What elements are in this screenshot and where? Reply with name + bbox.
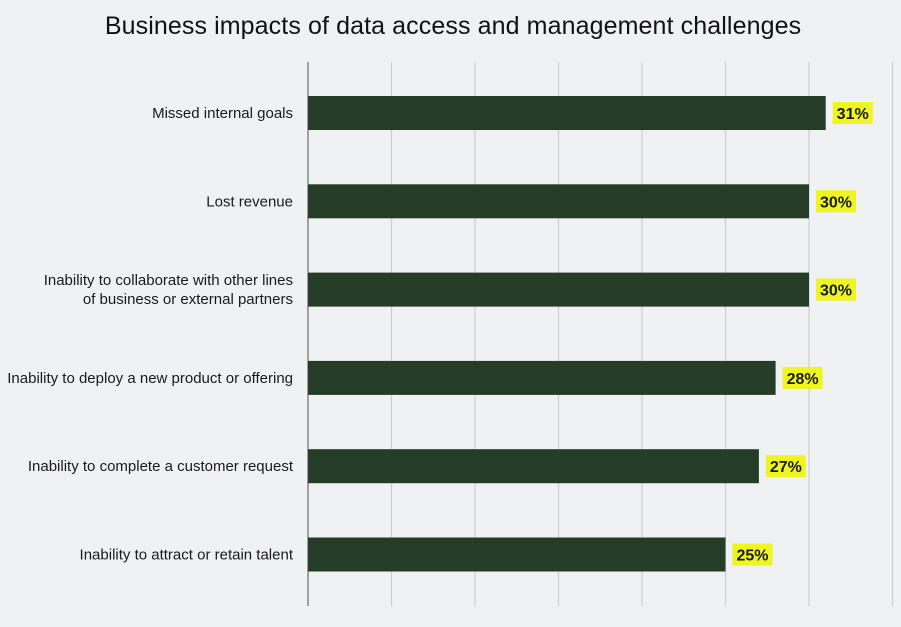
category-label-line: Inability to deploy a new product or off… [7, 370, 293, 387]
value-label: 25% [736, 548, 768, 565]
bar [308, 272, 809, 307]
value-label-highlight [832, 102, 873, 124]
value-label: 28% [787, 371, 819, 388]
value-label: 31% [837, 106, 869, 123]
category-label-line: Lost revenue [206, 193, 293, 210]
bar [308, 184, 809, 219]
value-label-highlight [816, 190, 856, 213]
category-label-line: Missed internal goals [152, 105, 293, 122]
bar [308, 537, 726, 572]
category-label-line: Inability to attract or retain talent [80, 547, 294, 564]
bar [308, 449, 759, 484]
category-label: Lost revenue [206, 193, 293, 210]
bars [308, 96, 826, 572]
value-label-highlight [765, 455, 806, 478]
gridlines [307, 62, 894, 606]
value-label: 30% [820, 283, 852, 300]
category-label-line: Inability to collaborate with other line… [44, 272, 293, 289]
category-label: Missed internal goals [152, 105, 293, 122]
bar [308, 96, 826, 130]
category-label: Inability to attract or retain talent [80, 547, 294, 564]
category-label: Inability to collaborate with other line… [44, 272, 293, 308]
value-label-highlight [732, 543, 773, 566]
value-label: 30% [820, 194, 852, 211]
value-label-highlight [782, 366, 823, 389]
bar [308, 360, 776, 395]
value-label-highlight [816, 278, 856, 301]
category-label-line: of business or external partners [83, 291, 293, 308]
labels: 31% Missed internal goals 30% Lost revenue 3… [7, 102, 873, 566]
category-label: Inability to complete a customer request [28, 458, 294, 475]
value-label: 27% [770, 459, 802, 476]
category-label-line: Inability to complete a customer request [28, 458, 294, 475]
category-label: Inability to deploy a new product or off… [7, 370, 293, 387]
chart-title: Business impacts of data access and mana… [104, 12, 802, 40]
